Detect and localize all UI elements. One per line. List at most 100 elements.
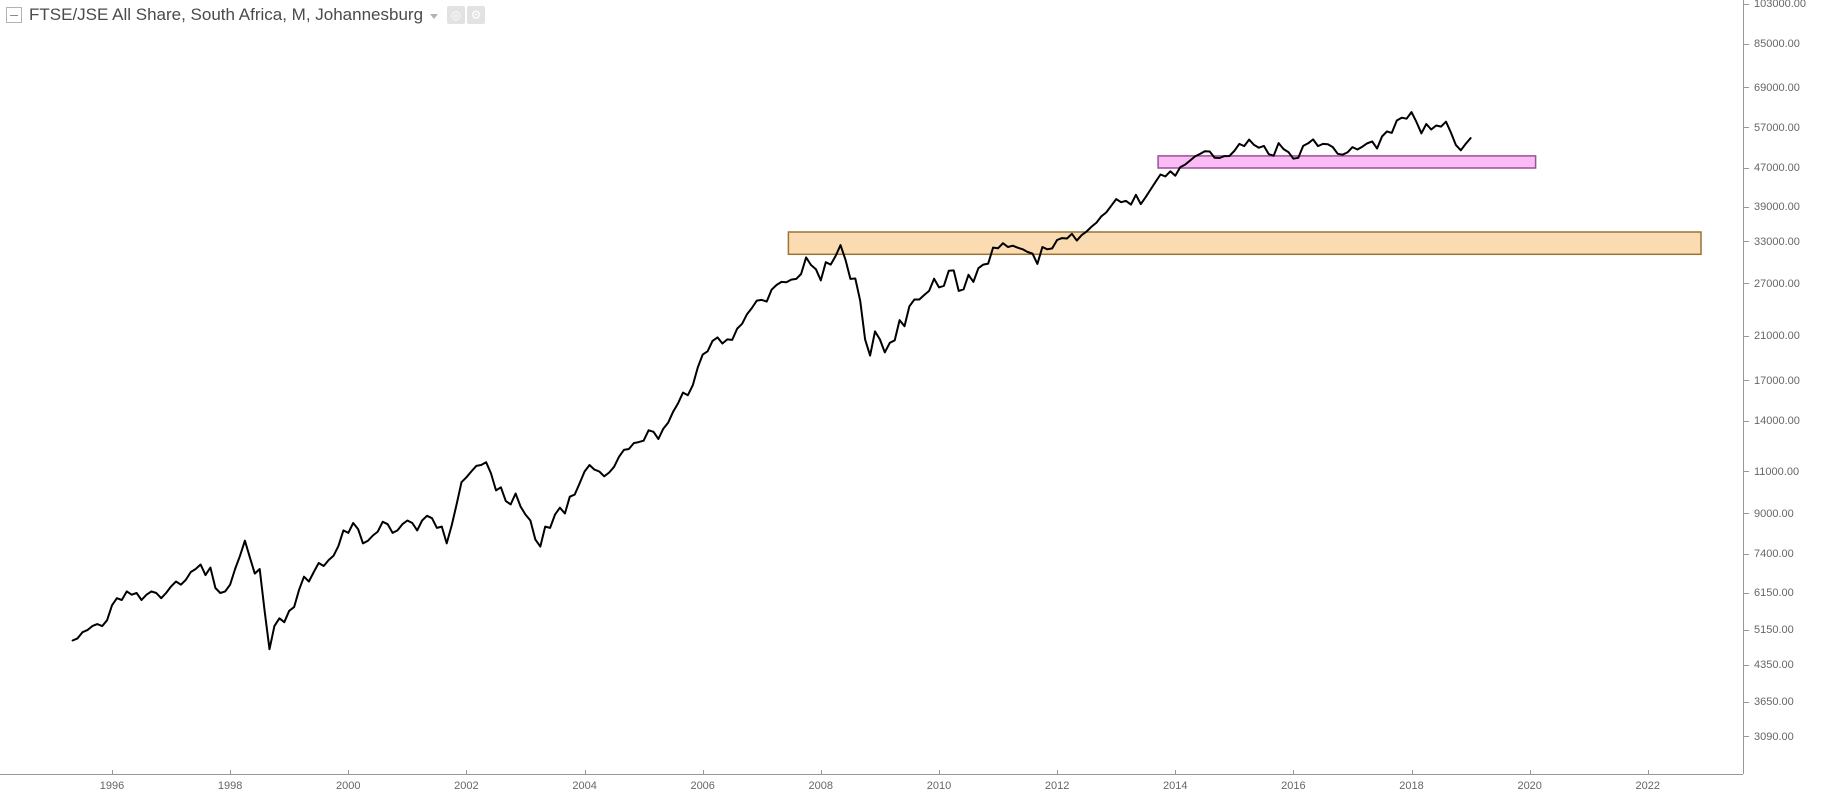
time-axis-label: 2008	[808, 780, 834, 792]
time-axis-label: 2002	[454, 780, 479, 792]
tick-dash	[466, 770, 468, 775]
price-line-chart[interactable]	[0, 0, 1743, 774]
price-axis-tick: 3650.00	[1744, 696, 1794, 708]
tick-dash	[1744, 513, 1749, 514]
time-axis-label: 2012	[1044, 780, 1070, 792]
price-axis-tick: 47000.00	[1744, 162, 1800, 174]
chevron-down-icon[interactable]	[430, 14, 439, 19]
price-axis-label: 6150.00	[1754, 587, 1794, 599]
tick-dash	[1744, 380, 1749, 381]
visibility-button[interactable]: ◎	[447, 6, 466, 24]
tick-dash	[820, 770, 822, 775]
price-axis-tick: 4350.00	[1744, 659, 1794, 671]
tick-dash	[1744, 335, 1749, 337]
tick-dash	[1529, 770, 1531, 775]
price-axis-tick: 9000.00	[1744, 508, 1794, 520]
symbol-title[interactable]: FTSE/JSE All Share, South Africa, M, Joh…	[29, 5, 424, 24]
price-axis-label: 33000.00	[1754, 235, 1800, 248]
tick-dash	[1744, 471, 1749, 472]
time-axis-label: 2018	[1399, 780, 1424, 792]
tick-dash	[1744, 736, 1749, 738]
price-axis-label: 9000.00	[1754, 507, 1794, 520]
tick-dash	[1744, 167, 1749, 169]
pink-rectangle[interactable]	[1157, 155, 1537, 169]
price-axis-label: 3650.00	[1754, 696, 1794, 709]
price-axis-label: 7400.00	[1754, 548, 1794, 561]
price-axis-tick: 69000.00	[1744, 82, 1800, 94]
price-axis-label: 14000.00	[1754, 415, 1800, 428]
price-line	[71, 111, 1472, 651]
price-axis-label: 3090.00	[1754, 730, 1794, 743]
price-axis-tick: 21000.00	[1744, 330, 1800, 342]
tick-dash	[230, 770, 232, 775]
price-axis-tick: 11000.00	[1744, 466, 1799, 478]
tick-dash	[1411, 770, 1413, 775]
orange-rectangle[interactable]	[787, 231, 1702, 256]
tick-dash	[1744, 43, 1749, 45]
tick-dash	[1744, 87, 1749, 89]
tick-dash	[1744, 592, 1749, 594]
price-axis-label: 17000.00	[1754, 374, 1800, 387]
price-axis-label: 85000.00	[1754, 38, 1800, 51]
time-axis-label: 1998	[217, 780, 243, 792]
price-axis-label: 39000.00	[1754, 201, 1800, 213]
tick-dash	[1293, 770, 1295, 775]
price-axis-tick: 5150.00	[1744, 624, 1794, 636]
time-axis-label: 2000	[336, 780, 361, 792]
tick-dash	[1744, 127, 1749, 129]
price-axis-tick: 3090.00	[1744, 731, 1794, 743]
time-axis[interactable]: 1996 1998 2000 2002 2004 2006 2008 2010 2012 2014…	[0, 770, 1743, 799]
tick-dash	[1744, 241, 1749, 243]
tick-dash	[702, 770, 704, 775]
price-axis-tick: 33000.00	[1744, 236, 1800, 248]
tick-dash	[1647, 770, 1649, 775]
collapse-legend-icon[interactable]	[6, 7, 22, 23]
price-axis-tick: 27000.00	[1744, 278, 1800, 290]
price-axis-tick: 39000.00	[1744, 201, 1800, 213]
price-axis-label: 11000.00	[1754, 465, 1800, 478]
price-axis-tick: 85000.00	[1744, 38, 1800, 50]
price-axis-label: 5150.00	[1754, 624, 1794, 637]
price-axis-label: 69000.00	[1754, 81, 1800, 94]
tick-dash	[1744, 629, 1749, 631]
tick-dash	[1744, 3, 1749, 5]
price-axis-tick: 17000.00	[1744, 375, 1800, 387]
time-axis-label: 2022	[1635, 780, 1661, 792]
time-axis-label: 2016	[1281, 780, 1306, 792]
price-axis-label: 21000.00	[1754, 330, 1800, 343]
price-axis-label: 103000.00	[1754, 0, 1806, 10]
price-axis[interactable]: 103000.00 85000.00 69000.00 57000.00 47000.0…	[1743, 0, 1821, 774]
gear-icon: ⚙	[470, 8, 482, 22]
price-axis-tick: 7400.00	[1744, 548, 1794, 560]
symbol-legend[interactable]: FTSE/JSE All Share, South Africa, M, Joh…	[6, 3, 486, 27]
tick-dash	[584, 770, 586, 775]
tick-dash	[112, 770, 113, 775]
eye-icon: ◎	[450, 8, 462, 22]
tick-dash	[1744, 420, 1749, 422]
minus-glyph	[10, 14, 18, 16]
price-axis-tick: 14000.00	[1744, 415, 1800, 427]
tick-dash	[1744, 701, 1749, 703]
legend-buttons: ◎ ⚙	[445, 6, 486, 24]
tick-dash	[1744, 553, 1749, 555]
price-axis-tick: 6150.00	[1744, 587, 1794, 599]
price-axis-tick: 103000.00	[1744, 0, 1806, 10]
time-axis-label: 2014	[1163, 780, 1188, 792]
price-axis-label: 27000.00	[1754, 277, 1800, 290]
tick-dash	[1744, 664, 1749, 666]
price-axis-label: 4350.00	[1754, 659, 1794, 672]
chart-pane[interactable]	[0, 0, 1743, 774]
tick-dash	[1744, 206, 1749, 208]
time-axis-label: 2004	[572, 780, 597, 792]
price-axis-label: 57000.00	[1754, 121, 1800, 134]
tick-dash	[1057, 770, 1059, 775]
tick-dash	[348, 770, 350, 775]
price-axis-tick: 57000.00	[1744, 122, 1800, 134]
time-axis-label: 2020	[1517, 780, 1542, 792]
settings-button[interactable]: ⚙	[467, 6, 486, 24]
price-axis-label: 47000.00	[1754, 162, 1800, 174]
tick-dash	[1175, 770, 1177, 775]
tick-dash	[939, 770, 940, 775]
time-axis-label: 2006	[690, 780, 715, 792]
